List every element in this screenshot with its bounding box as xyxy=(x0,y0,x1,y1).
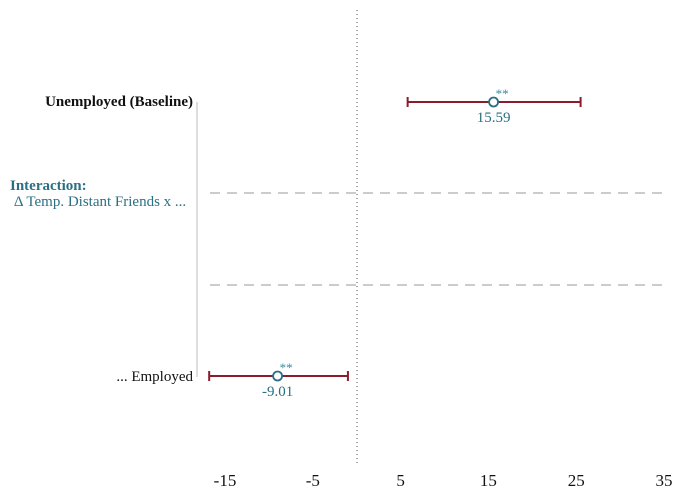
row-label-employed: ... Employed xyxy=(116,369,193,385)
section-header: Interaction: Δ Temp. Distant Friends x .… xyxy=(0,178,200,210)
significance-label: ** xyxy=(280,360,293,375)
x-tick-label: 35 xyxy=(656,471,673,490)
x-tick-label: 15 xyxy=(480,471,497,490)
section-subtitle: Δ Temp. Distant Friends x ... xyxy=(13,194,187,210)
row-label-baseline: Unemployed (Baseline) xyxy=(45,94,193,110)
significance-label: ** xyxy=(496,86,509,101)
estimate-point xyxy=(272,370,283,382)
x-tick-label: -5 xyxy=(306,471,320,490)
x-tick-label: -15 xyxy=(214,471,237,490)
x-tick-label: 5 xyxy=(396,471,405,490)
estimate-point xyxy=(488,96,499,108)
section-title: Interaction: xyxy=(10,178,87,194)
estimate-label: 15.59 xyxy=(477,110,511,126)
estimate-label: -9.01 xyxy=(262,384,293,400)
x-axis-ticks: -15 -5 5 15 25 35 xyxy=(214,471,673,490)
marks-layer: ** 15.59 ** -9.01 xyxy=(208,86,582,400)
x-tick-label: 25 xyxy=(568,471,585,490)
